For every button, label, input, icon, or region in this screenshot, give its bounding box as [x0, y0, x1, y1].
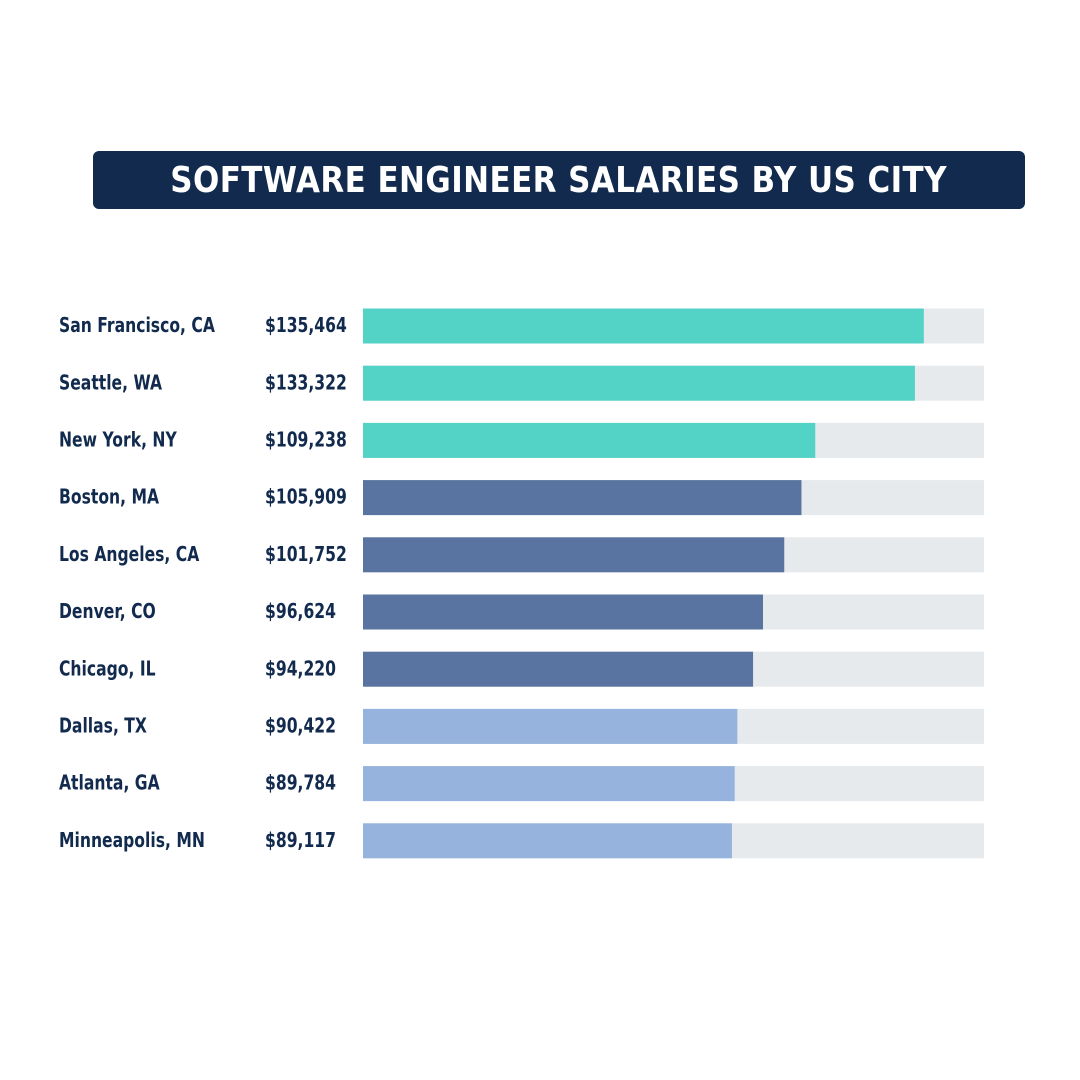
bar-row: Seattle, WA $133,322 [59, 365, 984, 401]
bar [363, 422, 816, 458]
value-label: $94,220 [265, 657, 336, 680]
value-label: $89,784 [265, 772, 336, 795]
chart-title: SOFTWARE ENGINEER SALARIES BY US CITY [170, 159, 948, 201]
bar [363, 823, 732, 859]
bar [363, 537, 785, 573]
category-label: Chicago, IL [59, 657, 156, 680]
bar [363, 365, 915, 401]
bar-row: Atlanta, GA $89,784 [59, 766, 984, 802]
bar-row: Dallas, TX $90,422 [59, 708, 984, 744]
category-label: Minneapolis, MN [59, 829, 205, 852]
bar-row: San Francisco, CA $135,464 [59, 308, 984, 344]
value-label: $101,752 [265, 543, 347, 566]
value-label: $96,624 [265, 600, 336, 623]
category-label: Denver, CO [59, 600, 156, 623]
bar [363, 651, 754, 687]
bar [363, 480, 802, 516]
value-label: $133,322 [265, 371, 347, 394]
value-label: $105,909 [265, 486, 347, 509]
category-label: Boston, MA [59, 486, 159, 509]
category-label: San Francisco, CA [59, 314, 215, 337]
category-label: Dallas, TX [59, 715, 147, 738]
bar [363, 708, 738, 744]
value-label: $109,238 [265, 429, 347, 452]
value-label: $90,422 [265, 715, 336, 738]
bar-row: Chicago, IL $94,220 [59, 651, 984, 687]
bar-row: New York, NY $109,238 [59, 422, 984, 458]
bar [363, 594, 764, 630]
value-label: $89,117 [265, 829, 336, 852]
title-banner: SOFTWARE ENGINEER SALARIES BY US CITY [93, 151, 1025, 209]
bar [363, 308, 924, 344]
category-label: Los Angeles, CA [59, 543, 199, 566]
category-label: Seattle, WA [59, 371, 162, 394]
bar-row: Denver, CO $96,624 [59, 594, 984, 630]
bar-row: Los Angeles, CA $101,752 [59, 537, 984, 573]
bar-row: Boston, MA $105,909 [59, 480, 984, 516]
category-label: Atlanta, GA [59, 772, 160, 795]
category-label: New York, NY [59, 429, 178, 452]
value-label: $135,464 [265, 314, 347, 337]
title-container: SOFTWARE ENGINEER SALARIES BY US CITY [0, 151, 1080, 209]
bar [363, 766, 735, 802]
bar-row: Minneapolis, MN $89,117 [59, 823, 984, 859]
